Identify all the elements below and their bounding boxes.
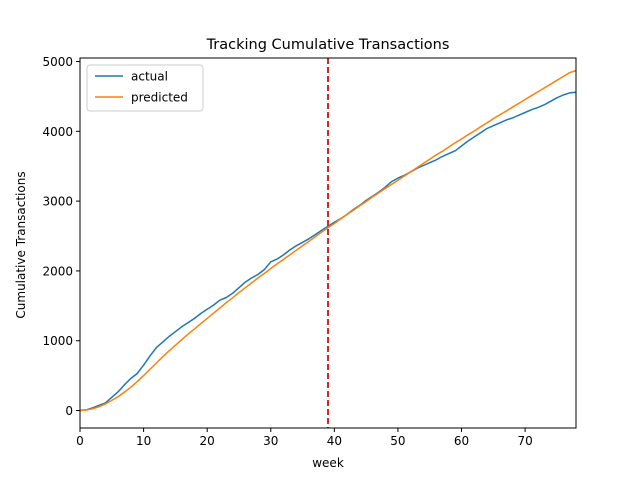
legend-label-predicted: predicted: [131, 91, 188, 105]
plot-frame: [79, 57, 577, 429]
x-tick-label: 50: [390, 434, 405, 448]
legend-label-actual: actual: [131, 70, 168, 84]
x-tick-label: 60: [454, 434, 469, 448]
chart-title: Tracking Cumulative Transactions: [206, 37, 450, 53]
x-axis-label: week: [312, 456, 344, 470]
axis-ticks: 0 10 20 30 40 50 60 70 0 1000 2000 3000 4000 5000: [42, 55, 532, 448]
x-tick-label: 40: [327, 434, 342, 448]
y-tick-label: 0: [65, 404, 73, 418]
y-axis-label: Cumulative Transactions: [14, 171, 28, 318]
y-tick-label: 3000: [42, 195, 73, 209]
plot-lines: [79, 58, 577, 428]
y-tick-label: 4000: [42, 125, 73, 139]
y-tick-label: 5000: [42, 55, 73, 69]
series-line-actual: [79, 91, 577, 412]
y-tick-label: 2000: [42, 264, 73, 278]
x-tick-label: 0: [76, 434, 84, 448]
x-tick-label: 20: [200, 434, 215, 448]
y-tick-label: 1000: [42, 334, 73, 348]
x-tick-label: 30: [263, 434, 278, 448]
x-tick-label: 70: [517, 434, 532, 448]
legend: actual predicted: [86, 64, 204, 112]
x-tick-label: 10: [136, 434, 151, 448]
series-line-predicted: [79, 69, 577, 412]
